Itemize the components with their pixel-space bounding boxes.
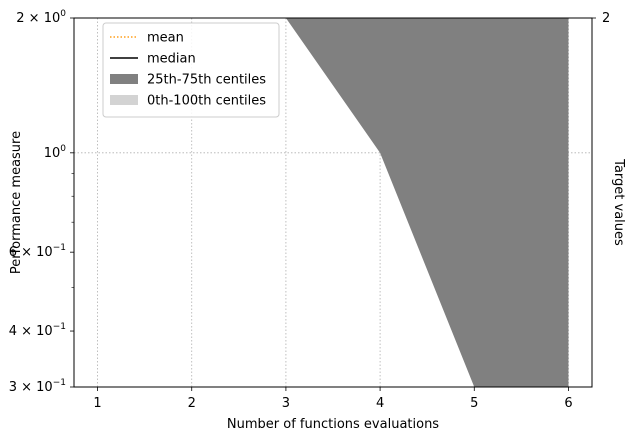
legend-box [102, 22, 280, 118]
y-tick-label: 6 × 10−1 [9, 243, 66, 260]
x-tick-label: 5 [470, 396, 478, 411]
x-axis: 1 2 3 4 5 6 [93, 387, 573, 411]
right-tick-label: 2 [602, 11, 610, 26]
right-axis-label: Target values [611, 158, 626, 246]
y-axis: 2 × 100 100 6 × 10−1 4 × 10−1 3 × 10−1 [9, 9, 74, 395]
x-tick-label: 3 [282, 396, 290, 411]
y-tick-label: 3 × 10−1 [9, 378, 66, 395]
legend-label: median [147, 52, 196, 67]
y-tick-label: 4 × 10−1 [9, 322, 66, 339]
y-axis-label: Performance measure [9, 131, 24, 274]
x-tick-label: 1 [93, 396, 101, 411]
y-tick-label: 100 [44, 144, 67, 161]
x-tick-label: 2 [188, 396, 196, 411]
x-tick-label: 6 [564, 396, 572, 411]
legend: mean median 25th-75th centiles 0th-100th ce… [102, 22, 280, 118]
axes-frame [73, 17, 593, 388]
centile-band-25-75 [285, 18, 569, 387]
right-axis: 2 [592, 11, 610, 26]
legend-label: mean [147, 31, 184, 46]
legend-label: 0th-100th centiles [147, 94, 266, 109]
y-tick-label: 2 × 100 [16, 9, 66, 26]
legend-patch-swatch [110, 74, 138, 84]
legend-patch-swatch [110, 95, 138, 105]
x-axis-label: Number of functions evaluations [227, 417, 439, 432]
plot-area [285, 18, 569, 387]
x-tick-label: 4 [376, 396, 384, 411]
legend-label: 25th-75th centiles [147, 73, 266, 88]
